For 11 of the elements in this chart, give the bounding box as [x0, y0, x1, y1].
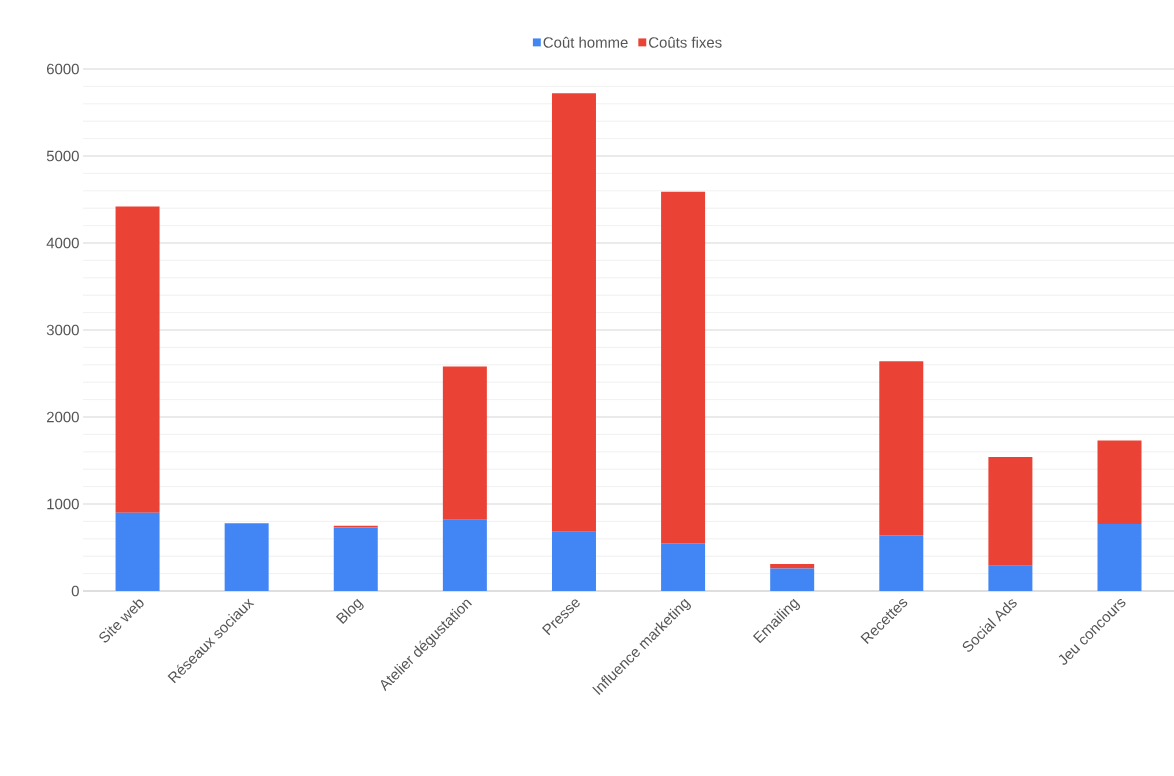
legend-label: Coût homme	[543, 36, 628, 48]
y-tick-label: 2000	[46, 411, 79, 423]
y-tick-label: 6000	[47, 63, 79, 75]
y-tick-label: 0	[71, 585, 79, 597]
x-tick-label: Blog	[335, 598, 364, 624]
y-tick-label: 1000	[47, 498, 79, 510]
legend-label: Coûts fixes	[649, 36, 722, 48]
y-tick-label: 3000	[46, 324, 79, 336]
y-tick-label: 5000	[46, 150, 79, 162]
y-tick-label: 4000	[46, 237, 79, 249]
x-tick-label: Site web	[99, 599, 144, 643]
